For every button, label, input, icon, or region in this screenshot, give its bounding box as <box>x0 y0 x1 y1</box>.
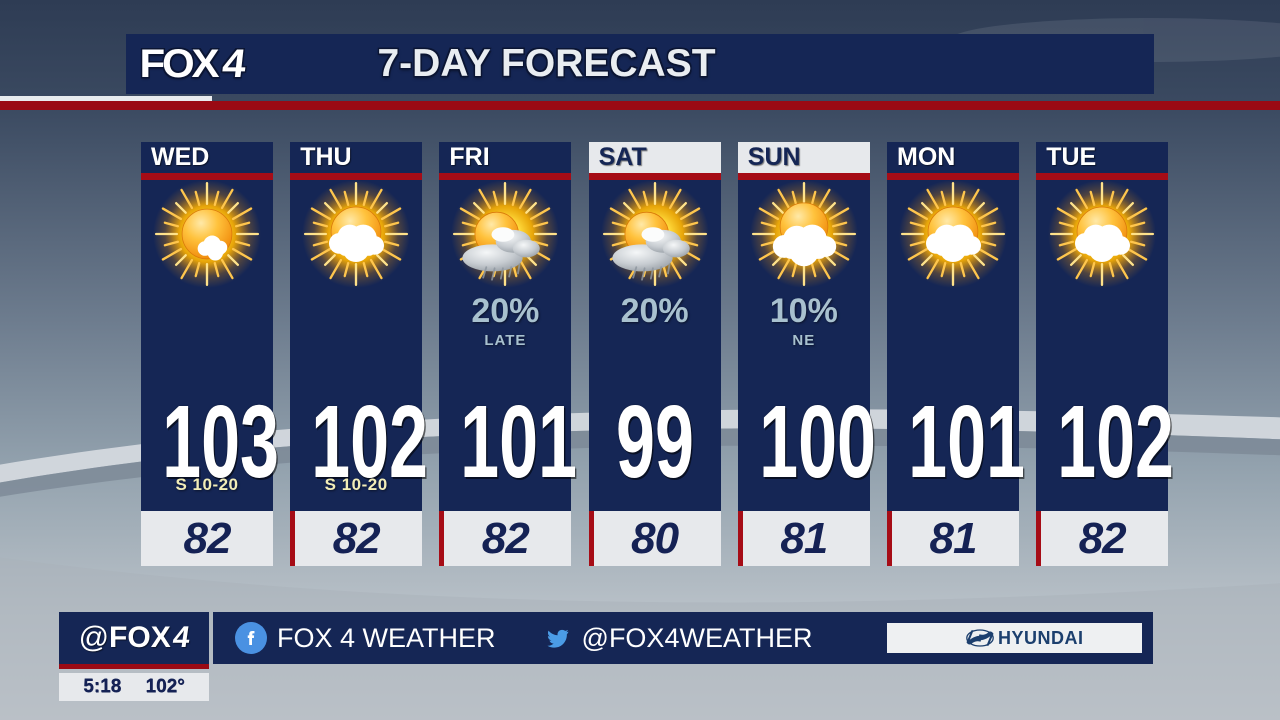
svg-text:HYUNDAI: HYUNDAI <box>998 628 1084 648</box>
